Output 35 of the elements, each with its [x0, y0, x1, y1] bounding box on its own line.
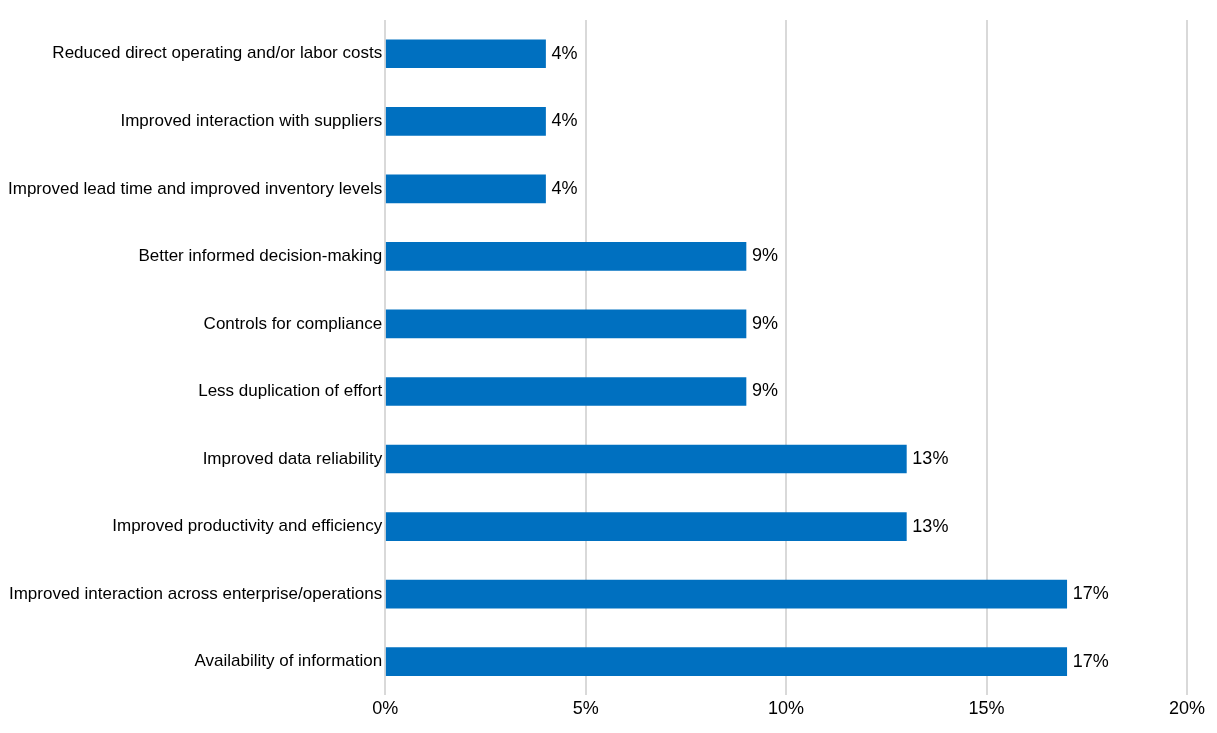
- bar: [385, 39, 546, 69]
- bar: [385, 579, 1068, 609]
- bar: [385, 106, 546, 136]
- bar: [385, 377, 747, 406]
- bar: [385, 174, 546, 204]
- data-label: 13%: [912, 447, 949, 468]
- x-tick-label: 5%: [572, 698, 599, 719]
- data-label: 4%: [551, 177, 578, 198]
- x-tick-label: 0%: [372, 698, 399, 719]
- data-label: 9%: [752, 245, 779, 266]
- y-tick-label: Improved interaction with suppliers: [120, 111, 383, 130]
- data-label: 9%: [752, 312, 779, 333]
- x-tick-label: 10%: [768, 698, 805, 719]
- data-label: 9%: [752, 380, 779, 401]
- bar: [385, 309, 747, 339]
- y-tick-label: Improved productivity and efficiency: [112, 516, 383, 536]
- bar: [385, 647, 1068, 676]
- data-label: 4%: [551, 42, 578, 63]
- data-label: 13%: [912, 515, 949, 536]
- y-tick-label: Controls for compliance: [203, 313, 383, 333]
- bar: [385, 512, 907, 541]
- y-tick-label: Reduced direct operating and/or labor costs: [52, 43, 383, 63]
- y-tick-label: Improved lead time and improved inventory levels: [8, 178, 383, 198]
- data-label: 17%: [1072, 650, 1109, 671]
- bar: [385, 242, 747, 271]
- y-tick-label: Better informed decision-making: [138, 246, 383, 266]
- y-tick-label: Availability of information: [194, 651, 383, 671]
- data-label: 4%: [551, 110, 578, 131]
- x-tick-label: 20%: [1168, 698, 1206, 719]
- y-tick-label: Improved data reliability: [202, 448, 383, 468]
- y-tick-label: Improved interaction across enterprise/operations: [8, 583, 383, 603]
- bar: [385, 444, 907, 474]
- data-label: 17%: [1072, 583, 1109, 604]
- x-tick-label: 15%: [968, 698, 1005, 719]
- y-tick-label: Less duplication of effort: [198, 381, 383, 401]
